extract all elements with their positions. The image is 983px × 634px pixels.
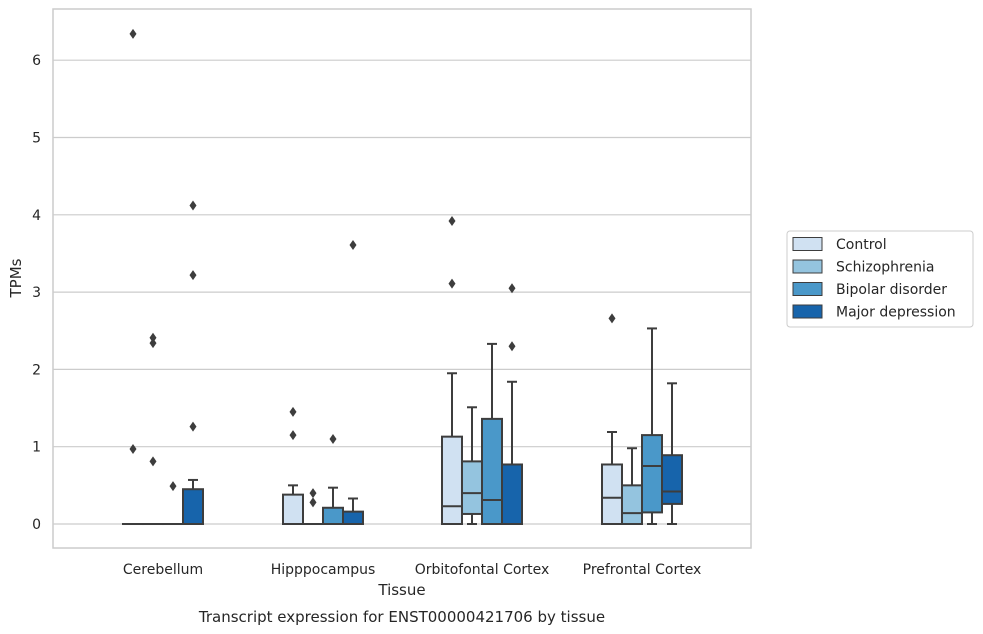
box-major-depression — [342, 239, 364, 525]
plot-frame — [52, 8, 752, 549]
outlier-point — [169, 481, 177, 492]
legend-swatch — [792, 304, 823, 319]
outlier-point — [289, 430, 297, 441]
box-body — [282, 493, 304, 526]
outlier-point — [508, 341, 516, 352]
y-axis-label: TPMs — [7, 258, 25, 298]
box-schizophrenia — [142, 332, 164, 526]
legend-frame — [786, 230, 974, 328]
box-control — [282, 406, 304, 526]
outlier-point — [448, 215, 456, 226]
x-tick-label: Orbitofontal Cortex — [415, 562, 550, 578]
legend: Control Schizophrenia Bipolar disorder Majo… — [786, 230, 974, 328]
outlier-point — [189, 200, 197, 211]
y-tick-label: 4 — [32, 208, 41, 224]
box-major-depression — [661, 382, 683, 525]
box-control — [601, 313, 623, 526]
box-body — [481, 417, 503, 526]
x-tick-label: Hipppocampus — [271, 562, 376, 578]
box-body — [641, 434, 663, 514]
box-body — [322, 506, 344, 525]
box-bipolar-disorder — [322, 433, 344, 525]
box-control — [441, 215, 463, 525]
legend-label: Control — [836, 237, 887, 253]
box-body — [182, 488, 204, 525]
box-schizophrenia — [461, 406, 483, 525]
outlier-point — [289, 406, 297, 417]
outlier-point — [129, 28, 137, 39]
boxes — [122, 28, 683, 526]
outlier-point — [149, 456, 157, 467]
y-tick-label: 2 — [32, 362, 41, 378]
outlier-point — [309, 497, 317, 508]
outlier-point — [309, 488, 317, 499]
y-tick-label: 6 — [32, 53, 41, 69]
x-tick-label: Cerebellum — [123, 562, 203, 578]
outlier-point — [189, 421, 197, 432]
outlier-point — [149, 338, 157, 349]
outlier-point — [329, 433, 337, 444]
outlier-point — [149, 332, 157, 343]
outlier-point — [608, 313, 616, 324]
box-body — [501, 463, 523, 526]
chart-caption: Transcript expression for ENST0000042170… — [198, 608, 605, 626]
outlier-point — [349, 239, 357, 250]
box-major-depression — [501, 283, 523, 526]
outlier-point — [129, 444, 137, 455]
x-tick-labels: Cerebellum Hipppocampus Orbitofontal Corte… — [123, 562, 701, 578]
legend-label: Bipolar disorder — [836, 282, 947, 298]
box-body — [461, 460, 483, 515]
box-bipolar-disorder — [641, 327, 663, 525]
box-body — [342, 510, 364, 525]
y-tick-labels: 0 1 2 3 4 5 6 — [32, 53, 41, 533]
legend-label: Major depression — [836, 305, 956, 321]
legend-swatch — [792, 259, 823, 274]
y-tick-label: 3 — [32, 285, 41, 301]
box-schizophrenia — [302, 488, 324, 526]
box-bipolar-disorder — [481, 342, 503, 526]
grid-lines — [53, 59, 751, 525]
x-axis-label: Tissue — [377, 581, 425, 599]
box-body — [621, 484, 643, 526]
box-major-depression — [182, 200, 204, 525]
outlier-point — [448, 278, 456, 289]
legend-label: Schizophrenia — [836, 260, 934, 276]
box-body — [441, 435, 463, 525]
y-tick-label: 0 — [32, 517, 41, 533]
box-bipolar-disorder — [162, 481, 184, 526]
legend-swatch — [792, 282, 823, 296]
box-body — [661, 454, 683, 505]
box-schizophrenia — [621, 447, 643, 526]
y-tick-label: 5 — [32, 131, 41, 147]
y-tick-label: 1 — [32, 440, 41, 456]
box-control — [122, 28, 144, 526]
box-body — [601, 463, 623, 526]
x-tick-label: Prefrontal Cortex — [583, 562, 702, 578]
outlier-point — [508, 283, 516, 294]
legend-swatch — [792, 237, 823, 251]
outlier-point — [189, 270, 197, 281]
